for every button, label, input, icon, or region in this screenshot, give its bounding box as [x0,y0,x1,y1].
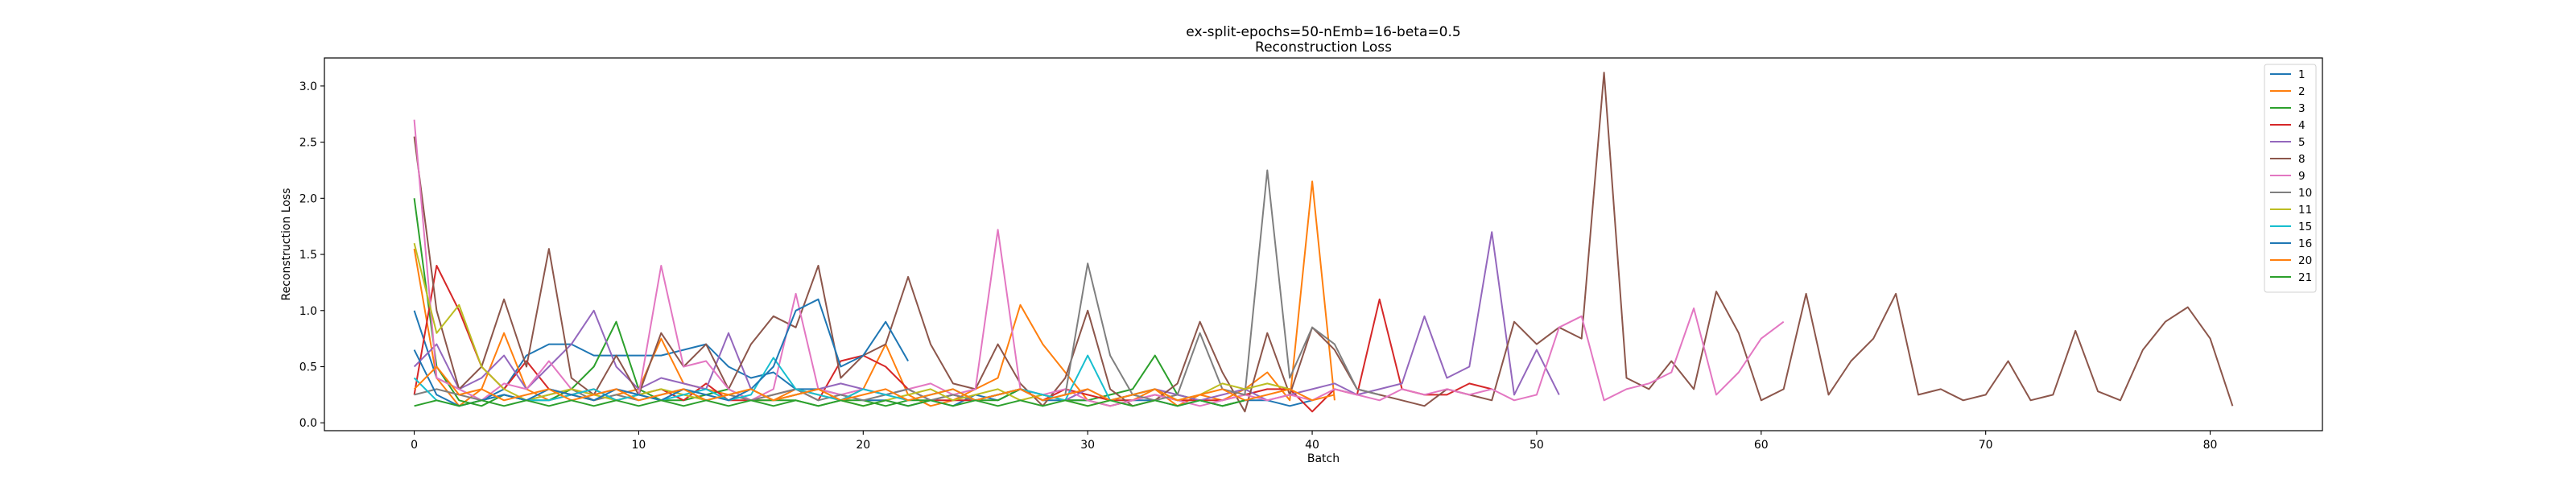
y-tick-label: 2.0 [299,192,317,205]
x-tick-label: 30 [1080,439,1095,452]
legend-label-21: 21 [2298,271,2312,284]
legend-label-15: 15 [2298,221,2312,233]
legend-label-10: 10 [2298,187,2312,200]
legend-box [2264,64,2317,293]
series-line-10 [414,169,1380,402]
y-tick-label: 3.0 [299,80,317,93]
legend-label-3: 3 [2298,102,2306,115]
legend-label-9: 9 [2298,170,2306,183]
legend-label-4: 4 [2298,119,2306,132]
chart-title-line-1: ex-split-epochs=50-nEmb=16-beta=0.5 [1186,24,1460,40]
series-line-2 [413,180,1335,407]
y-axis-label: Reconstruction Loss [280,188,293,301]
x-tick-label: 80 [2203,439,2218,452]
legend-label-16: 16 [2298,237,2312,250]
x-tick-label: 50 [1530,439,1544,452]
chart-title-line-2: Reconstruction Loss [1255,39,1392,56]
series-line-21 [414,399,1245,407]
series-line-20 [413,365,1335,402]
series-line-8 [413,72,2234,413]
y-tick-label: 1.0 [299,305,317,318]
legend-label-1: 1 [2298,68,2306,81]
legend-label-5: 5 [2298,136,2306,149]
y-tick-label: 0.0 [299,417,317,430]
y-tick-label: 0.5 [299,361,317,374]
series-line-1 [413,310,1313,407]
x-tick-label: 70 [1979,439,1993,452]
legend-label-11: 11 [2298,204,2312,217]
legend-label-2: 2 [2298,85,2306,98]
x-tick-label: 40 [1305,439,1319,452]
x-tick-label: 60 [1754,439,1769,452]
legend-label-8: 8 [2298,153,2306,166]
x-tick-label: 10 [632,439,646,452]
series-line-15 [413,354,1156,407]
y-tick-label: 2.5 [299,137,317,150]
plot-area [413,72,2234,413]
x-axis: 0 10 20 30 40 50 60 70 80 [411,431,2217,452]
axes-frame [324,57,2323,431]
x-axis-label: Batch [1307,452,1340,465]
y-axis: 0.0 0.5 1.0 1.5 2.0 2.5 3.0 [299,80,324,430]
legend-label-20: 20 [2298,254,2312,267]
legend: 1 2 3 4 5 8 9 10 11 15 16 20 21 [2264,64,2317,293]
x-tick-label: 0 [411,439,418,452]
y-tick-label: 1.5 [299,249,317,262]
x-tick-label: 20 [856,439,870,452]
chart-title: ex-split-epochs=50-nEmb=16-beta=0.5 Reco… [1186,24,1460,56]
